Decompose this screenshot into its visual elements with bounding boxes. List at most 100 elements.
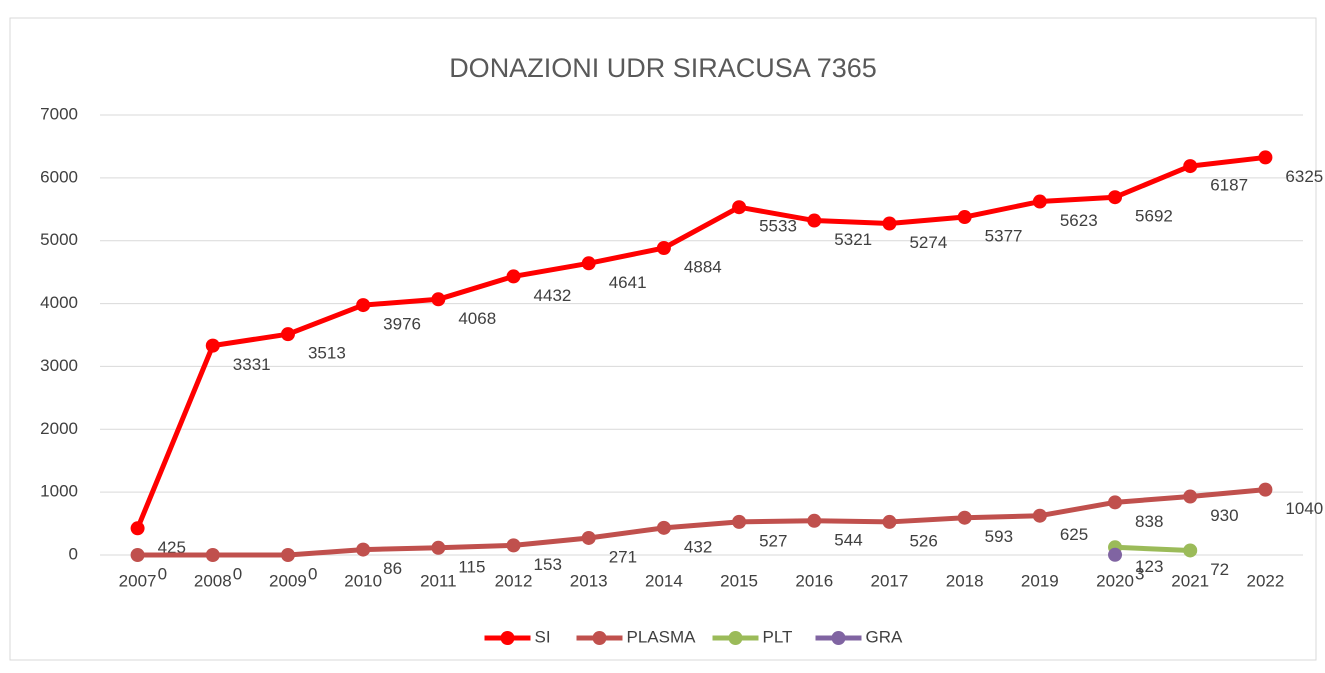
x-tick-label: 2016 [795, 571, 833, 590]
x-tick-label: 2014 [645, 571, 683, 590]
data-point [1258, 482, 1273, 497]
data-label: 4432 [534, 286, 572, 305]
series-line [135, 154, 1266, 530]
x-tick-label: 2011 [420, 571, 457, 590]
data-point [1032, 194, 1047, 209]
data-point [656, 520, 671, 535]
data-point [882, 514, 897, 529]
data-point [732, 200, 747, 215]
data-point [356, 542, 371, 557]
data-label: 3 [1135, 564, 1144, 583]
data-point [1183, 489, 1198, 504]
data-label: 544 [834, 530, 862, 549]
data-label: 5692 [1135, 207, 1173, 226]
data-point [130, 548, 145, 562]
data-label: 153 [534, 555, 562, 574]
data-point [807, 213, 822, 228]
data-point [581, 256, 596, 271]
data-point [957, 210, 972, 225]
data-point [1183, 159, 1198, 174]
data-label: 4641 [609, 273, 647, 292]
y-tick-label: 4000 [40, 293, 78, 312]
chart-frame [9, 17, 1317, 661]
x-tick-label: 2021 [1171, 571, 1209, 590]
data-label: 5274 [909, 233, 947, 252]
x-tick-label: 2010 [344, 571, 382, 590]
data-point [280, 548, 295, 562]
chart-title: DONAZIONI UDR SIRACUSA 7365 [449, 53, 877, 83]
data-point [1032, 508, 1047, 523]
data-point [506, 538, 521, 553]
data-point [656, 241, 671, 256]
data-point [130, 521, 145, 536]
y-tick-label: 6000 [40, 167, 78, 186]
legend-marker [728, 631, 743, 645]
data-point [732, 514, 747, 529]
data-label: 625 [1060, 525, 1088, 544]
data-label: 5533 [759, 217, 797, 236]
data-label: 3976 [383, 315, 421, 334]
x-tick-label: 2022 [1246, 571, 1284, 590]
data-point [882, 216, 897, 231]
data-point [1183, 543, 1198, 558]
data-label: 527 [759, 531, 787, 550]
legend-label: SI [535, 627, 551, 646]
data-label: 838 [1135, 512, 1163, 531]
data-label: 123 [1135, 557, 1163, 576]
data-point [1108, 547, 1123, 562]
x-tick-label: 2015 [720, 571, 758, 590]
x-tick-label: 2020 [1096, 571, 1134, 590]
data-label: 6187 [1210, 176, 1248, 195]
data-point [205, 548, 220, 562]
data-label: 526 [909, 531, 937, 550]
series-line [1114, 544, 1191, 553]
data-label: 593 [985, 527, 1013, 546]
data-label: 86 [383, 559, 402, 578]
data-point [1258, 150, 1273, 165]
data-label: 5623 [1060, 211, 1098, 230]
x-tick-label: 2009 [269, 571, 307, 590]
y-tick-label: 5000 [40, 230, 78, 249]
data-point [280, 327, 295, 342]
data-label: 1040 [1285, 499, 1323, 518]
y-tick-label: 2000 [40, 419, 78, 438]
data-label: 3513 [308, 344, 346, 363]
y-tick-label: 0 [69, 544, 78, 563]
data-label: 425 [158, 538, 186, 557]
data-label: 0 [158, 564, 167, 583]
legend-label: PLT [763, 627, 793, 646]
data-point [356, 298, 371, 313]
y-tick-label: 3000 [40, 356, 78, 375]
data-label: 5321 [834, 230, 872, 249]
y-tick-label: 1000 [40, 482, 78, 501]
x-tick-label: 2007 [119, 571, 157, 590]
legend-marker [592, 631, 607, 645]
data-label: 3331 [233, 355, 271, 374]
x-tick-label: 2018 [946, 571, 984, 590]
x-tick-label: 2012 [495, 571, 533, 590]
data-label: 930 [1210, 506, 1238, 525]
legend-label: GRA [866, 627, 904, 646]
data-point [581, 530, 596, 545]
y-tick-label: 7000 [40, 104, 78, 123]
data-label: 4068 [458, 309, 496, 328]
x-tick-label: 2008 [194, 571, 232, 590]
legend-label: PLASMA [627, 627, 697, 646]
data-label: 4884 [684, 257, 722, 276]
data-point [1108, 190, 1123, 205]
x-tick-label: 2013 [570, 571, 608, 590]
data-point [1108, 495, 1123, 510]
data-point [205, 338, 220, 353]
x-tick-label: 2017 [871, 571, 909, 590]
data-point [431, 540, 446, 555]
data-point [506, 269, 521, 284]
legend-marker [831, 631, 846, 645]
data-label: 271 [609, 547, 637, 566]
data-label: 0 [308, 564, 317, 583]
data-label: 72 [1210, 560, 1229, 579]
legend-marker [500, 631, 515, 645]
data-label: 115 [458, 557, 485, 576]
data-point [957, 510, 972, 525]
data-label: 6325 [1285, 167, 1323, 186]
x-tick-label: 2019 [1021, 571, 1059, 590]
